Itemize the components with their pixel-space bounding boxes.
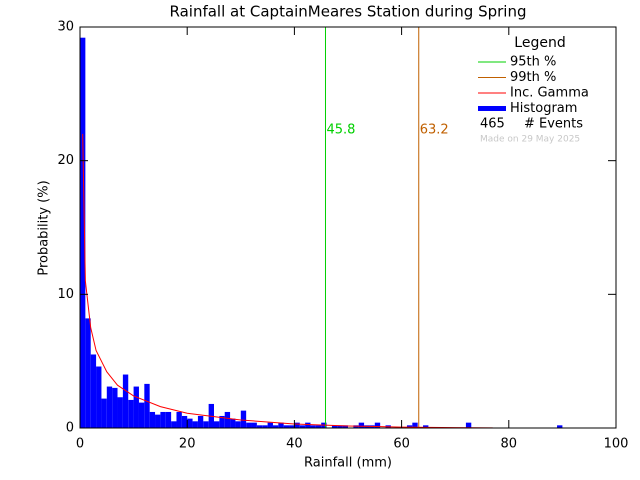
histogram-bar [256, 425, 263, 428]
histogram-bar [85, 318, 91, 428]
histogram-bar [106, 386, 113, 428]
histogram-bar [423, 425, 429, 428]
histogram-bar [192, 421, 198, 428]
x-tick-label: 60 [393, 437, 410, 452]
histogram-bar [197, 415, 204, 428]
y-axis-label: Probability (%) [37, 180, 52, 275]
histogram-bar [283, 425, 290, 428]
y-tick-label: 20 [57, 153, 74, 168]
histogram-bar [342, 425, 348, 428]
histogram-bar [187, 418, 193, 428]
x-axis-label: Rainfall (mm) [304, 456, 392, 471]
histogram-bar [240, 410, 247, 428]
histogram-bar [289, 425, 295, 428]
histogram-bar [181, 415, 188, 428]
histogram-bar [262, 425, 268, 428]
legend-label: 99th % [510, 70, 556, 85]
histogram-bar [96, 366, 102, 428]
histogram-bar [294, 422, 300, 428]
histogram-bar [112, 387, 118, 428]
histogram-bar [203, 421, 209, 428]
histogram-bar [128, 399, 134, 428]
histogram-bar [149, 411, 156, 428]
legend-label: 95th % [510, 55, 556, 70]
histogram-bar [353, 425, 359, 428]
x-tick-label: 0 [76, 437, 84, 452]
histogram-bar [315, 425, 322, 428]
percentile-label: 45.8 [326, 123, 355, 138]
histogram-bar [412, 422, 418, 428]
y-tick-label: 30 [57, 20, 74, 35]
chart-title: Rainfall at CaptainMeares Station during… [170, 3, 527, 21]
x-tick-label: 40 [286, 437, 303, 452]
histogram-bar [374, 422, 381, 428]
histogram-bar [230, 418, 236, 428]
y-tick-label: 10 [57, 287, 74, 302]
histogram-bar [224, 411, 231, 428]
histogram-bar [219, 415, 225, 428]
histogram-bar [155, 414, 161, 428]
histogram-bar [557, 425, 563, 428]
histogram-bar [337, 425, 343, 428]
x-tick-label: 80 [501, 437, 518, 452]
events-label: # Events [524, 117, 583, 132]
histogram-bar [117, 397, 123, 428]
histogram-bar [465, 422, 472, 428]
histogram-bar [176, 411, 182, 428]
histogram-bar [160, 411, 166, 428]
x-tick-label: 20 [179, 437, 196, 452]
histogram-bar [358, 422, 365, 428]
histogram-bar [235, 421, 241, 428]
histogram-bar [272, 425, 279, 428]
histogram-bar [138, 402, 145, 428]
x-tick-label: 100 [604, 437, 629, 452]
y-tick-label: 0 [66, 421, 74, 436]
legend-title: Legend [514, 35, 565, 51]
histogram-bar [305, 422, 311, 428]
events-count: 465 [480, 117, 505, 132]
histogram-bar [299, 425, 306, 428]
histogram-bar [310, 425, 316, 428]
histogram-bar [165, 411, 172, 428]
histogram-bar [251, 422, 257, 428]
gamma-curve [82, 133, 493, 429]
histogram-bar [246, 422, 252, 428]
plot-frame [79, 26, 617, 429]
histogram-bar [267, 422, 273, 428]
footnote: Made on 29 May 2025 [480, 135, 580, 145]
histogram-bar [278, 422, 284, 428]
histogram-bar [144, 383, 150, 428]
histogram-bar [90, 354, 97, 428]
histogram-bar [80, 37, 86, 429]
legend-label: Inc. Gamma [510, 86, 589, 101]
histogram-bar [122, 374, 129, 428]
percentile-label: 63.2 [420, 123, 449, 138]
histogram-bar [133, 386, 139, 428]
histogram-bar [214, 421, 220, 428]
histogram-bar [331, 425, 338, 428]
histogram-bar [171, 421, 177, 428]
legend-label: Histogram [510, 101, 577, 116]
histogram-bar [101, 398, 107, 428]
